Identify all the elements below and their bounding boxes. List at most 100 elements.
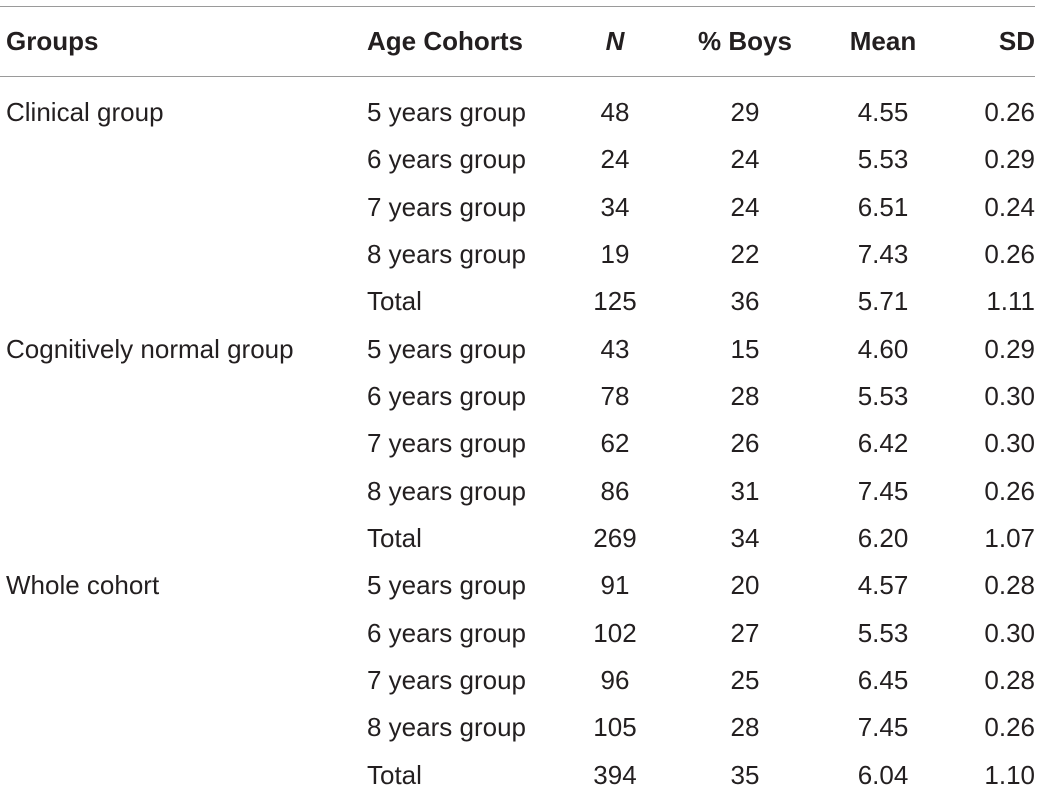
cell-pct-boys: 29 [730, 97, 760, 127]
cell-group: Clinical group [6, 97, 164, 127]
cell-age-cohort: 8 years group [367, 239, 526, 270]
cell-pct-boys: 26 [730, 428, 760, 459]
cell-sd: 0.26 [984, 475, 1035, 506]
header-age-cohorts: Age Cohorts [367, 26, 523, 56]
cell-n: 91 [600, 570, 630, 601]
cell-n: 48 [600, 97, 630, 127]
table-row: 7 years group 62 26 6.42 0.30 [0, 420, 1039, 467]
cell-mean: 5.53 [857, 617, 909, 648]
header-sd: SD [998, 26, 1035, 56]
cell-n: 78 [600, 381, 630, 412]
cell-mean: 6.45 [857, 665, 909, 696]
cell-sd: 0.26 [984, 712, 1035, 743]
cell-mean: 6.42 [857, 428, 909, 459]
cell-n: 43 [600, 333, 630, 364]
cell-sd: 0.29 [984, 144, 1035, 175]
cell-n: 19 [600, 239, 630, 270]
cell-age-cohort: 6 years group [367, 617, 526, 648]
cell-mean: 4.57 [857, 570, 909, 601]
cell-sd: 0.28 [984, 665, 1035, 696]
table-body: Clinical group 5 years group 48 29 4.55 0.26 6… [0, 89, 1039, 799]
cell-sd: 1.07 [984, 523, 1035, 554]
cell-age-cohort: Total [367, 286, 422, 317]
cell-n: 34 [600, 191, 630, 222]
header-groups: Groups [6, 26, 99, 56]
cell-pct-boys: 24 [730, 191, 760, 222]
cell-n: 125 [593, 286, 637, 317]
cell-mean: 5.53 [857, 144, 909, 175]
table-row: 6 years group 24 24 5.53 0.29 [0, 136, 1039, 183]
cell-mean: 7.45 [857, 712, 909, 743]
cell-mean: 5.71 [857, 286, 909, 317]
cell-mean: 6.51 [857, 191, 909, 222]
cell-mean: 5.53 [857, 381, 909, 412]
cell-sd: 0.30 [984, 428, 1035, 459]
cell-pct-boys: 36 [730, 286, 760, 317]
header-mean: Mean [849, 26, 917, 56]
cell-n: 102 [593, 617, 637, 648]
cell-age-cohort: 5 years group [367, 97, 526, 127]
cell-n: 96 [600, 665, 630, 696]
cell-age-cohort: 8 years group [367, 712, 526, 743]
header-n: N [605, 26, 625, 56]
table-header-row: Groups Age Cohorts N % Boys Mean SD [0, 22, 1039, 62]
cell-age-cohort: 5 years group [367, 333, 526, 364]
table-row: 7 years group 34 24 6.51 0.24 [0, 184, 1039, 231]
table-row: Total 394 35 6.04 1.10 [0, 752, 1039, 799]
cell-mean: 7.43 [857, 239, 909, 270]
cell-n: 86 [600, 475, 630, 506]
cell-age-cohort: 7 years group [367, 665, 526, 696]
cell-mean: 6.20 [857, 523, 909, 554]
cell-sd: 1.11 [986, 286, 1035, 317]
cell-sd: 0.30 [984, 381, 1035, 412]
cell-pct-boys: 28 [730, 381, 760, 412]
cell-group: Cognitively normal group [6, 333, 294, 364]
cell-pct-boys: 24 [730, 144, 760, 175]
table-row: Cognitively normal group 5 years group 43 1… [0, 326, 1039, 373]
cell-sd: 0.29 [984, 333, 1035, 364]
cell-sd: 0.28 [984, 570, 1035, 601]
table-row: Whole cohort 5 years group 91 20 4.57 0.28 [0, 562, 1039, 609]
table-row: 8 years group 86 31 7.45 0.26 [0, 468, 1039, 515]
header-pct-boys: % Boys [698, 26, 792, 56]
cell-pct-boys: 15 [730, 333, 760, 364]
cell-pct-boys: 35 [730, 759, 760, 790]
cell-age-cohort: 7 years group [367, 191, 526, 222]
cell-mean: 7.45 [857, 475, 909, 506]
cell-mean: 4.60 [857, 333, 909, 364]
cell-n: 105 [593, 712, 637, 743]
table-row: Clinical group 5 years group 48 29 4.55 0.26 [0, 89, 1039, 136]
table-row: Total 269 34 6.20 1.07 [0, 515, 1039, 562]
cell-age-cohort: Total [367, 523, 422, 554]
cell-age-cohort: 6 years group [367, 381, 526, 412]
cell-n: 62 [600, 428, 630, 459]
cell-pct-boys: 25 [730, 665, 760, 696]
cell-pct-boys: 34 [730, 523, 760, 554]
cell-mean: 6.04 [857, 759, 909, 790]
cell-n: 24 [600, 144, 630, 175]
cell-sd: 0.30 [984, 617, 1035, 648]
cell-age-cohort: Total [367, 759, 422, 790]
cell-pct-boys: 27 [730, 617, 760, 648]
table-row: Total 125 36 5.71 1.11 [0, 278, 1039, 325]
cell-age-cohort: 7 years group [367, 428, 526, 459]
cell-sd: 0.26 [984, 239, 1035, 270]
table-row: 8 years group 19 22 7.43 0.26 [0, 231, 1039, 278]
cell-sd: 0.24 [984, 191, 1035, 222]
table-row: 8 years group 105 28 7.45 0.26 [0, 704, 1039, 751]
cell-pct-boys: 31 [730, 475, 760, 506]
cell-mean: 4.55 [857, 97, 909, 127]
cell-n: 394 [593, 759, 637, 790]
table-row: 6 years group 102 27 5.53 0.30 [0, 610, 1039, 657]
cell-group: Whole cohort [6, 570, 160, 601]
cell-n: 269 [593, 523, 637, 554]
table-top-rule [0, 6, 1035, 7]
table-header-rule [0, 76, 1035, 77]
cell-age-cohort: 5 years group [367, 570, 526, 601]
cell-sd: 0.26 [984, 97, 1035, 127]
table-row: 7 years group 96 25 6.45 0.28 [0, 657, 1039, 704]
cell-age-cohort: 8 years group [367, 475, 526, 506]
cell-pct-boys: 28 [730, 712, 760, 743]
table-row: 6 years group 78 28 5.53 0.30 [0, 373, 1039, 420]
cell-pct-boys: 22 [730, 239, 760, 270]
